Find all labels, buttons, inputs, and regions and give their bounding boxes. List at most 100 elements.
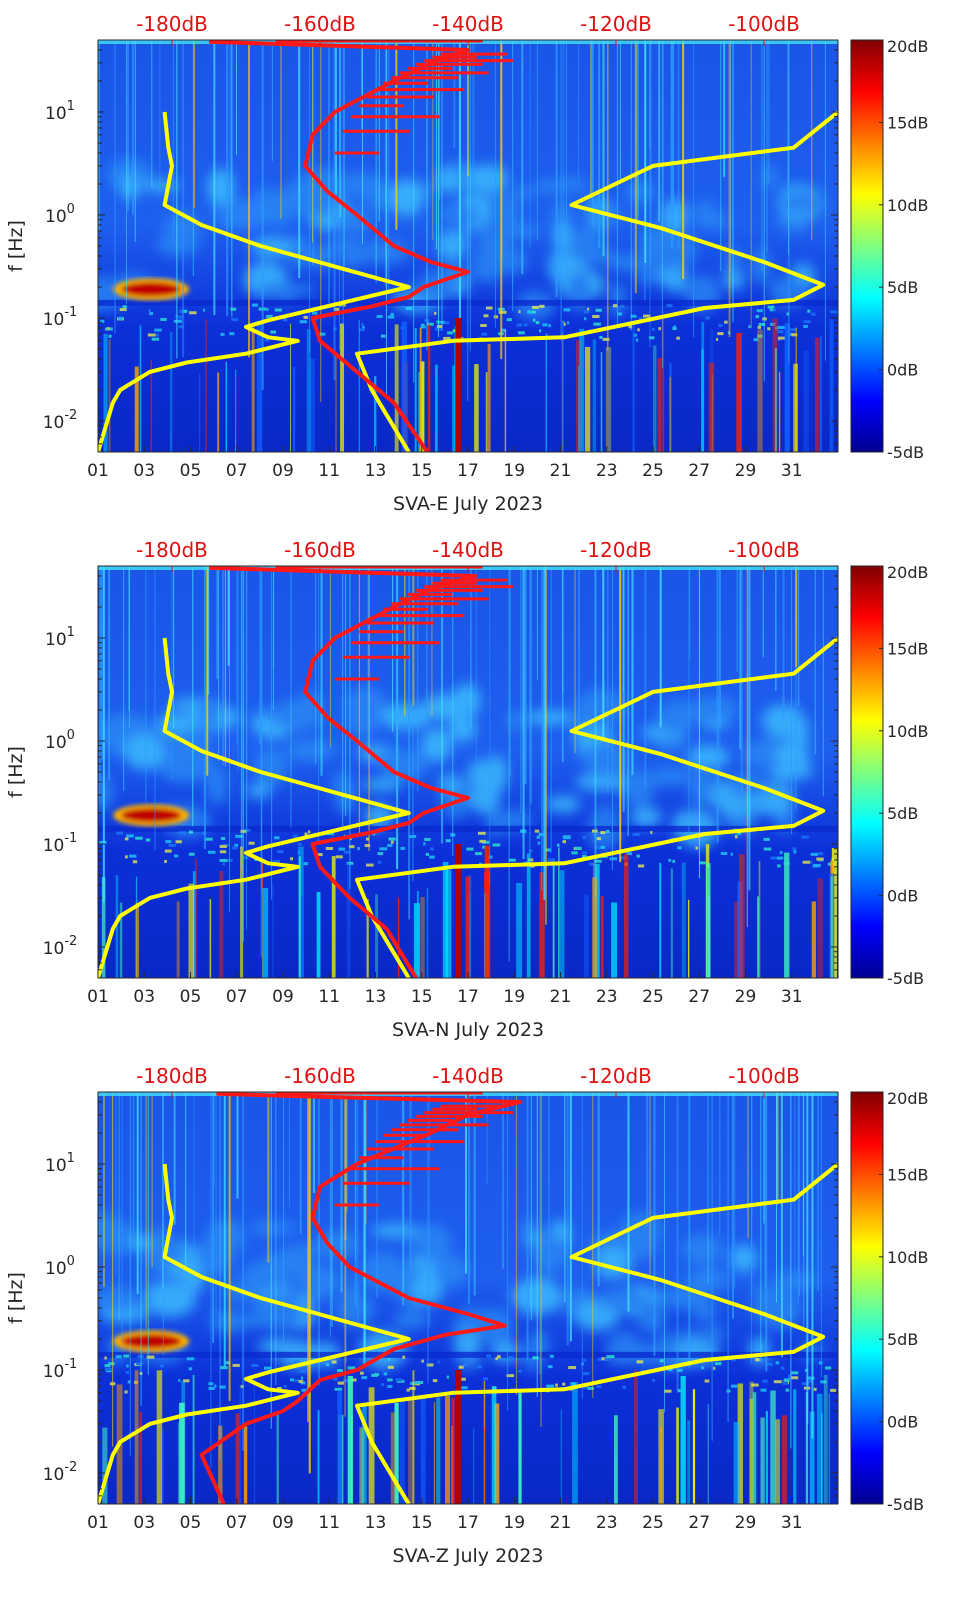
band-cell: [282, 318, 288, 322]
band-cell: [124, 837, 129, 841]
band-cell: [164, 859, 167, 863]
band-cell: [230, 307, 237, 311]
band-cell: [415, 1381, 424, 1385]
band-cell: [205, 837, 213, 841]
band-cell: [325, 1363, 330, 1367]
stripe: [692, 1389, 696, 1504]
colorbar-label: 0dB: [887, 1413, 918, 1432]
glow-blob: [687, 745, 729, 770]
stripe: [239, 1386, 242, 1504]
glow-blob: [438, 774, 462, 793]
stripe: [708, 362, 715, 452]
band-cell: [731, 1384, 738, 1388]
band-cell: [792, 847, 797, 851]
band-cell: [806, 1379, 814, 1383]
stripe: [757, 329, 763, 452]
x-tick-label: 27: [688, 987, 710, 1007]
x-tick-label: 29: [735, 461, 757, 481]
stripe: [775, 1419, 780, 1504]
band-cell: [730, 852, 733, 856]
stripe: [102, 1427, 108, 1504]
stripe: [139, 1411, 142, 1504]
stripe: [115, 875, 119, 978]
stripe: [734, 901, 740, 978]
band-cell: [315, 853, 323, 857]
band-cell: [155, 333, 160, 337]
band-cell: [763, 847, 772, 851]
stripe: [592, 877, 598, 978]
stripe: [169, 331, 173, 452]
band-cell: [344, 850, 350, 854]
band-cell: [406, 1388, 410, 1392]
stripe: [240, 846, 244, 978]
band-cell: [387, 1365, 394, 1369]
glow-blob: [206, 766, 227, 806]
stripe: [435, 364, 438, 452]
band-cell: [775, 1361, 780, 1365]
band-cell: [430, 847, 434, 851]
glow-blob: [692, 1301, 717, 1321]
stripe: [657, 357, 662, 452]
band-cell: [299, 320, 307, 324]
band-cell: [400, 846, 406, 850]
top-axis-label: -100dB: [728, 12, 800, 36]
x-tick-label: 13: [365, 987, 387, 1007]
band-cell: [359, 328, 365, 332]
glow-blob: [779, 190, 824, 214]
band-cell: [426, 1363, 434, 1367]
band-cell: [545, 848, 551, 852]
stripe: [518, 1390, 522, 1504]
stripe: [394, 1402, 399, 1504]
y-axis-label: f [Hz]: [5, 1272, 27, 1324]
band-cell: [338, 303, 346, 307]
stripe: [559, 870, 565, 978]
band-cell: [548, 324, 551, 328]
band-cell: [429, 855, 435, 859]
band-cell: [351, 1378, 357, 1382]
median-spikes: [334, 1104, 514, 1207]
band-cell: [438, 320, 445, 324]
stripe: [289, 323, 292, 452]
y-tick-base: 10: [43, 413, 65, 433]
glow-blob: [328, 236, 363, 251]
glow-blob: [150, 1227, 170, 1249]
stripe: [803, 350, 810, 452]
stripe: [830, 876, 833, 978]
band-cell: [704, 1379, 710, 1383]
stripe: [420, 1398, 426, 1504]
low-freq-stripes: [103, 318, 834, 452]
band-cell: [119, 308, 127, 312]
glow-blob: [392, 1311, 429, 1329]
y-tick-base: 10: [45, 104, 67, 124]
glow-blob: [98, 1213, 126, 1246]
band-cell: [808, 860, 813, 864]
band-cell: [219, 850, 227, 854]
band-cell: [563, 308, 571, 312]
glow-blob: [687, 1267, 729, 1292]
band-cell: [283, 1385, 287, 1389]
stripe: [680, 1376, 686, 1504]
hotspot: [113, 804, 190, 827]
band-cell: [123, 1354, 130, 1358]
low-noise-model-curve: [98, 637, 411, 978]
x-tick-label: 23: [596, 461, 618, 481]
band-cell: [803, 324, 808, 328]
glow-blob: [575, 688, 627, 725]
band-cell: [390, 840, 394, 844]
stripe: [733, 1421, 740, 1504]
y-tick-exp: 1: [67, 1151, 75, 1166]
band-cell: [463, 1363, 468, 1367]
band-cell: [219, 858, 228, 862]
band-cell: [592, 315, 600, 319]
band-cell: [667, 1368, 673, 1372]
glow-blob: [790, 714, 809, 752]
band-cell: [126, 834, 134, 838]
band-cell: [178, 1378, 181, 1382]
band-cell: [547, 1365, 553, 1369]
band-cell: [207, 850, 216, 854]
stripe: [156, 1370, 163, 1504]
stripe: [558, 847, 560, 978]
glow-blob: [257, 1338, 307, 1355]
band-cell: [757, 325, 761, 329]
band-cell: [208, 1386, 215, 1390]
